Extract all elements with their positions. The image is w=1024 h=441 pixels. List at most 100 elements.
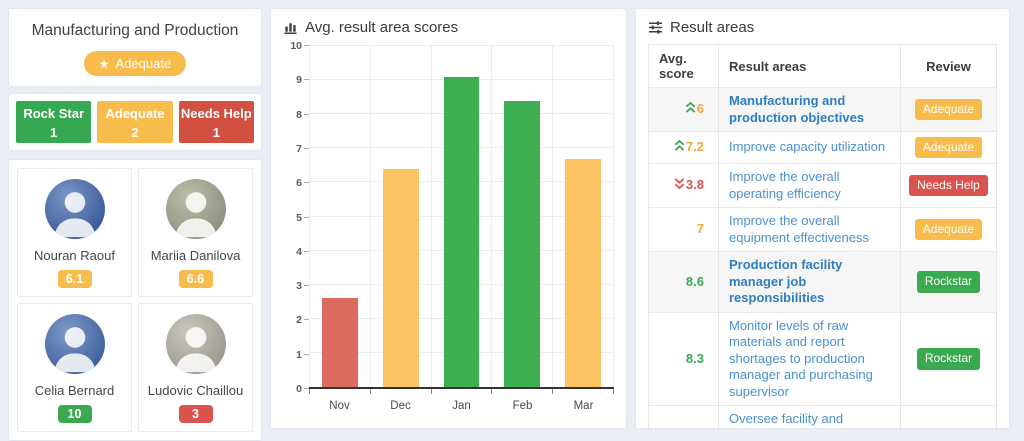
result-area-link[interactable]: Oversee facility and equipment maintenan…	[729, 411, 868, 428]
review-count-tile: Needs Help 1	[178, 101, 254, 143]
result-area-cell: Monitor levels of raw materials and repo…	[718, 311, 901, 407]
avg-score-cell: 8.9	[648, 405, 719, 428]
member-card[interactable]: Nouran Raouf 6.1	[17, 167, 132, 297]
bar-column	[492, 46, 554, 387]
review-badge: Adequate	[914, 219, 983, 241]
result-areas-panel: Result areas Avg. score Result areas Revie…	[635, 8, 1010, 429]
result-area-link[interactable]: Manufacturing and production objectives	[729, 93, 865, 125]
result-area-link[interactable]: Improve the overall equipment effectiven…	[729, 213, 869, 245]
member-card[interactable]: Celia Bernard 10	[17, 302, 132, 432]
review-badge: Adequate	[914, 98, 983, 121]
review-tile-count: 2	[131, 124, 139, 140]
y-tick-mark	[304, 353, 309, 355]
y-tick-mark	[304, 79, 309, 81]
y-tick-mark	[304, 285, 309, 287]
review-cell: Rockstar	[900, 405, 997, 428]
result-area-cell: Improve the overall operating efficiency	[718, 163, 901, 209]
result-area-link[interactable]: Monitor levels of raw materials and repo…	[729, 317, 873, 399]
avg-score-cell: 7.2	[648, 130, 719, 165]
review-cell: Adequate	[900, 207, 997, 253]
review-cell: Needs Help	[900, 163, 997, 209]
review-count-tile: Rock Star 1	[16, 101, 92, 143]
review-tile-label: Rock Star	[23, 106, 85, 121]
avg-score-cell: 3.8	[648, 163, 719, 209]
result-area-cell: Production facility manager job responsi…	[718, 251, 901, 313]
overall-review-badge: ★ Adequate	[83, 51, 187, 76]
y-tick-label: 6	[296, 177, 302, 190]
y-tick-mark	[304, 216, 309, 218]
y-tick-label: 2	[296, 314, 302, 327]
review-cell: Rockstar	[900, 311, 997, 407]
member-score-badge: 3	[178, 404, 213, 423]
review-tile-label: Needs Help	[180, 106, 252, 121]
review-badge: Rockstar	[916, 348, 981, 370]
x-ticks	[309, 389, 614, 394]
result-area-link[interactable]: Improve capacity utilization	[729, 139, 886, 155]
member-avatar	[44, 313, 105, 374]
result-areas-title: Result areas	[670, 19, 755, 36]
member-name: Mariia Danilova	[150, 247, 241, 263]
chart-bar-mar	[565, 158, 602, 387]
result-area-link[interactable]: Improve the overall operating efficiency	[729, 169, 841, 201]
plot-area	[309, 45, 614, 389]
bar-column	[553, 46, 614, 387]
member-card[interactable]: Ludovic Chaillou 3	[138, 302, 253, 432]
y-tick-mark	[304, 147, 309, 149]
team-card: Manufacturing and Production ★ Adequate	[8, 8, 262, 87]
member-score-badge: 6.1	[57, 269, 92, 288]
review-tile-count: 1	[50, 124, 58, 140]
y-tick-mark	[304, 319, 309, 321]
gridline	[309, 45, 614, 46]
avg-score-cell: 7	[648, 207, 719, 253]
x-tick-label: Mar	[573, 400, 594, 412]
review-cell: Adequate	[900, 87, 997, 132]
y-tick-mark	[304, 250, 309, 252]
bar-column	[432, 46, 493, 387]
overall-review-label: Adequate	[115, 56, 172, 71]
x-axis: Nov Dec Jan Feb Mar	[309, 389, 614, 418]
bar-chart-icon	[283, 20, 298, 35]
result-areas-table: Avg. score Result areas Review 6 Manufactur…	[648, 44, 997, 428]
review-badge: Needs Help	[909, 175, 988, 197]
chart-title: Avg. result area scores	[305, 19, 459, 36]
review-tile-label: Adequate	[105, 106, 165, 121]
member-avatar	[165, 313, 226, 374]
result-area-row: 8.3 Monitor levels of raw materials and r…	[648, 311, 997, 407]
x-tick-label: Feb	[512, 400, 533, 412]
x-labels: Nov Dec Jan Feb Mar	[309, 394, 614, 418]
result-area-cell: Oversee facility and equipment maintenan…	[718, 405, 901, 428]
y-tick-mark	[304, 45, 309, 46]
x-tick-mark	[432, 389, 493, 394]
member-avatar	[165, 178, 226, 239]
review-badge: Adequate	[914, 137, 983, 159]
member-avatar	[44, 178, 105, 239]
x-tick-label: Jan	[452, 400, 471, 412]
avg-score-value: 7	[696, 221, 704, 237]
chart-bar-jan	[443, 76, 480, 387]
result-area-row: 7 Improve the overall equipment effective…	[648, 207, 997, 253]
result-area-row: 3.8 Improve the overall operating efficie…	[648, 163, 997, 209]
review-count-tile: Adequate 2	[97, 101, 173, 143]
chart-bar-feb	[504, 100, 541, 387]
y-tick-label: 3	[296, 280, 302, 293]
result-area-link[interactable]: Production facility manager job responsi…	[729, 257, 843, 306]
y-tick-label: 1	[296, 348, 302, 361]
y-tick-label: 0	[296, 383, 302, 395]
x-tick-label: Dec	[390, 400, 411, 412]
y-tick-mark	[304, 113, 309, 115]
review-cell: Rockstar	[900, 251, 997, 313]
review-badge: Rockstar	[916, 271, 981, 293]
sliders-icon	[648, 20, 663, 35]
x-tick-mark	[553, 389, 614, 394]
bar-columns	[309, 46, 614, 387]
table-header-review: Review	[900, 44, 997, 88]
x-tick-mark	[492, 389, 554, 394]
y-tick-mark	[304, 388, 309, 389]
result-area-row: 8.6 Production facility manager job respo…	[648, 251, 997, 313]
chart-bar-dec	[382, 168, 419, 387]
team-summary-column: Manufacturing and Production ★ Adequate …	[8, 8, 262, 441]
bar-column	[371, 46, 432, 387]
review-tile-count: 1	[212, 124, 220, 140]
table-header-avg-score: Avg. score	[648, 44, 719, 88]
member-card[interactable]: Mariia Danilova 6.6	[138, 167, 253, 297]
